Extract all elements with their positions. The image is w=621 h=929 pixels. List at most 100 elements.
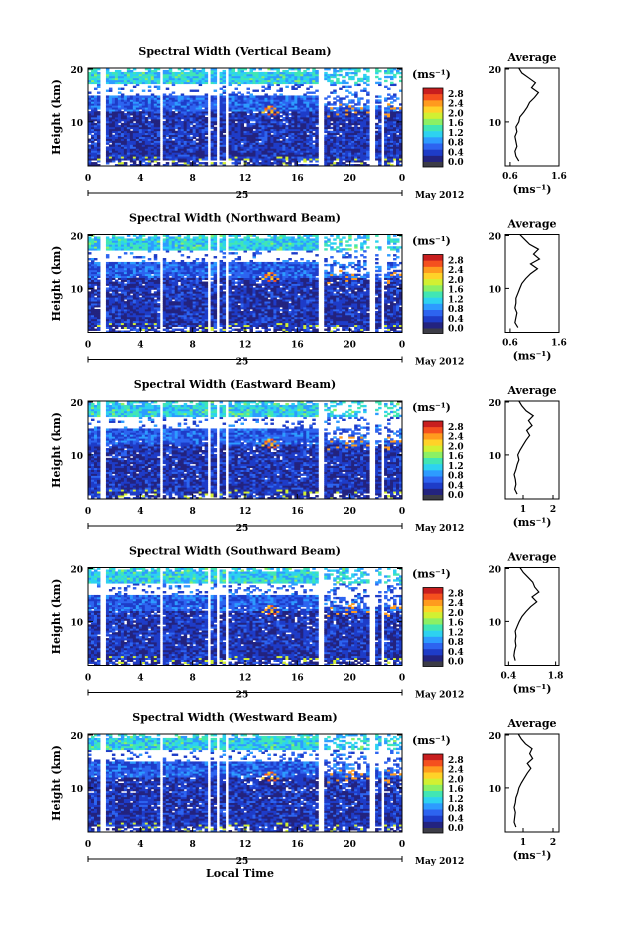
- x-tick-label: 0: [85, 174, 91, 184]
- colorbar-tick-label: 1.6: [448, 785, 464, 795]
- colorbar-swatch: [423, 464, 443, 471]
- panel-4: Spectral Width (Westward Beam)2010Height…: [50, 711, 560, 880]
- colorbar-swatch: [423, 797, 443, 804]
- colorbar-swatch: [423, 279, 443, 286]
- y-axis-label: Height (km): [50, 412, 63, 488]
- colorbar-swatch: [423, 106, 443, 113]
- colorbar-swatch: [423, 754, 443, 761]
- colorbar-tick-label: 2.8: [448, 756, 464, 766]
- y-tick-label: 10: [70, 618, 83, 628]
- colorbar-swatch: [423, 427, 443, 434]
- colorbar-tick-label: 2.0: [448, 109, 464, 119]
- x-tick-label: 12: [239, 341, 252, 351]
- date-mark: 25: [236, 191, 249, 201]
- colorbar-swatch: [423, 809, 443, 816]
- colorbar-swatch: [423, 266, 443, 274]
- profile-y-tick-label: 20: [488, 566, 501, 576]
- colorbar-swatch: [423, 587, 443, 594]
- x-tick-label: 8: [190, 341, 196, 351]
- profile-y-tick-label: 20: [488, 399, 501, 409]
- profile-frame: [504, 733, 560, 833]
- colorbar-title: (ms⁻¹): [412, 235, 451, 248]
- colorbar-tick-label: 0.4: [448, 648, 464, 658]
- colorbar-swatch: [423, 88, 443, 95]
- colorbar-tick-label: 1.2: [448, 795, 464, 805]
- colorbar-swatch: [423, 772, 443, 779]
- colorbar-swatch: [423, 322, 443, 329]
- profile-x-label: (ms⁻¹): [513, 516, 552, 529]
- colorbar-swatch: [423, 285, 443, 292]
- profile-line: [513, 567, 540, 661]
- profile-y-tick-label: 20: [488, 233, 501, 243]
- x-tick-label: 20: [343, 507, 356, 517]
- profile-y-tick-label: 10: [488, 618, 501, 628]
- colorbar-swatch: [423, 593, 443, 601]
- colorbar-swatch: [423, 636, 443, 644]
- x-tick-label: 0: [399, 507, 405, 517]
- colorbar-swatch: [423, 624, 443, 631]
- profile-y-tick-label: 10: [488, 785, 501, 795]
- colorbar-tick-label: 0.8: [448, 472, 464, 482]
- colorbar-under: [423, 661, 443, 667]
- colorbar-swatch: [423, 94, 443, 101]
- profile-y-tick-label: 20: [488, 732, 501, 742]
- colorbar-frame: [422, 87, 444, 168]
- date-label: May 2012: [415, 191, 464, 201]
- colorbar-swatch: [423, 445, 443, 453]
- profile-x-label: (ms⁻¹): [513, 683, 552, 696]
- date-mark: 25: [236, 524, 249, 534]
- colorbar-under: [423, 495, 443, 500]
- panel-title: Spectral Width (Westward Beam): [132, 711, 337, 724]
- colorbar-swatch: [423, 149, 443, 157]
- x-tick-label: 20: [343, 840, 356, 850]
- colorbar-swatch: [423, 118, 443, 126]
- colorbar-swatch: [423, 606, 443, 613]
- colorbar-swatch: [423, 476, 443, 483]
- heatmap: [88, 401, 402, 499]
- profile-x-tick-label: 1.8: [548, 672, 564, 682]
- colorbar-tick-label: 1.2: [448, 628, 464, 638]
- x-tick-label: 4: [137, 840, 143, 850]
- date-mark: 25: [236, 857, 249, 867]
- colorbar-swatch: [423, 143, 443, 150]
- panel-title: Spectral Width (Vertical Beam): [138, 45, 331, 58]
- profile-x-tick-label: 2: [550, 505, 556, 515]
- profile-x-tick-label: 0.4: [501, 672, 517, 682]
- colorbar-title: (ms⁻¹): [412, 401, 451, 414]
- profile-x-tick-label: 1.6: [551, 172, 567, 182]
- x-tick-label: 16: [291, 674, 304, 684]
- colorbar-tick-label: 1.6: [448, 119, 464, 129]
- date-label: May 2012: [415, 857, 464, 867]
- colorbar-tick-label: 2.8: [448, 423, 464, 433]
- colorbar-swatch: [423, 458, 443, 465]
- colorbar-swatch: [423, 649, 443, 656]
- panel-title: Spectral Width (Eastward Beam): [134, 378, 336, 391]
- profile-x-tick-label: 1: [520, 838, 526, 848]
- colorbar-tick-label: 2.4: [448, 100, 464, 110]
- x-tick-label: 0: [85, 507, 91, 517]
- colorbar-swatch: [423, 618, 443, 625]
- colorbar-swatch: [423, 803, 443, 810]
- colorbar-tick-label: 0.0: [448, 158, 464, 168]
- colorbar-swatch: [423, 778, 443, 786]
- panel-2: Spectral Width (Eastward Beam)2010Height…: [50, 378, 560, 534]
- profile-y-tick-label: 10: [488, 452, 501, 462]
- colorbar-swatch: [423, 821, 443, 829]
- panel-3: Spectral Width (Southward Beam) 20 10 Heigh…: [50, 545, 563, 701]
- x-tick-label: 12: [239, 674, 252, 684]
- profile-title: Average: [506, 218, 556, 231]
- colorbar-title: (ms⁻¹): [412, 734, 451, 747]
- colorbar-swatch: [423, 439, 443, 446]
- colorbar-swatch: [423, 125, 443, 132]
- panel-0: Spectral Width (Vertical Beam) 20 10 Height…: [50, 45, 567, 201]
- colorbar-swatch: [423, 612, 443, 619]
- y-tick-label: 20: [70, 233, 83, 243]
- x-tick-label: 0: [85, 341, 91, 351]
- panel-title: Spectral Width (Northward Beam): [129, 212, 341, 225]
- colorbar-frame: [422, 420, 444, 501]
- x-tick-label: 12: [239, 507, 252, 517]
- colorbar-tick-label: 2.8: [448, 590, 464, 600]
- x-tick-label: 20: [343, 174, 356, 184]
- colorbar-tick-label: 1.6: [448, 286, 464, 296]
- colorbar-under: [423, 828, 443, 833]
